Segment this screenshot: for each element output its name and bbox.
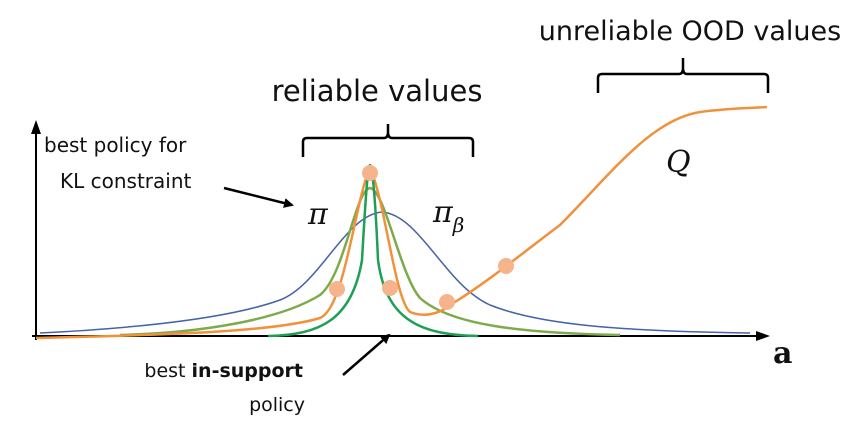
in-support-pointer-arrow	[342, 333, 391, 376]
q-point	[382, 280, 398, 296]
unreliable-brace	[596, 58, 770, 93]
q-curve	[35, 105, 768, 340]
reliable-brace	[301, 124, 475, 157]
kl-constraint-label-line2: KL constraint	[60, 169, 191, 193]
pi-beta-symbol: π	[432, 195, 454, 230]
pi-label: π	[307, 197, 329, 232]
q-point	[329, 281, 345, 297]
pi-beta-label: πβ	[432, 195, 464, 237]
unreliable-ood-label: unreliable OOD values	[539, 16, 841, 47]
in-support-bold-word: in-support	[192, 360, 303, 382]
x-axis-arrowhead	[756, 331, 770, 341]
in-support-curve	[267, 163, 479, 338]
in-support-prefix: best	[144, 360, 191, 382]
in-support-label-line2: policy	[249, 394, 305, 416]
q-point	[439, 294, 455, 310]
q-point	[362, 165, 378, 181]
kl-pointer-arrow	[223, 186, 294, 208]
x-axis-label: a	[773, 336, 792, 371]
q-label: Q	[666, 145, 691, 180]
q-point	[498, 258, 514, 274]
in-support-label-line1: best in-support	[144, 360, 303, 382]
kl-constraint-label-line1: best policy for	[44, 133, 187, 157]
y-axis-arrowhead	[31, 120, 41, 134]
reliable-values-label: reliable values	[272, 74, 483, 108]
pi-beta-subscript: β	[452, 213, 465, 237]
pi-curve	[119, 186, 621, 337]
